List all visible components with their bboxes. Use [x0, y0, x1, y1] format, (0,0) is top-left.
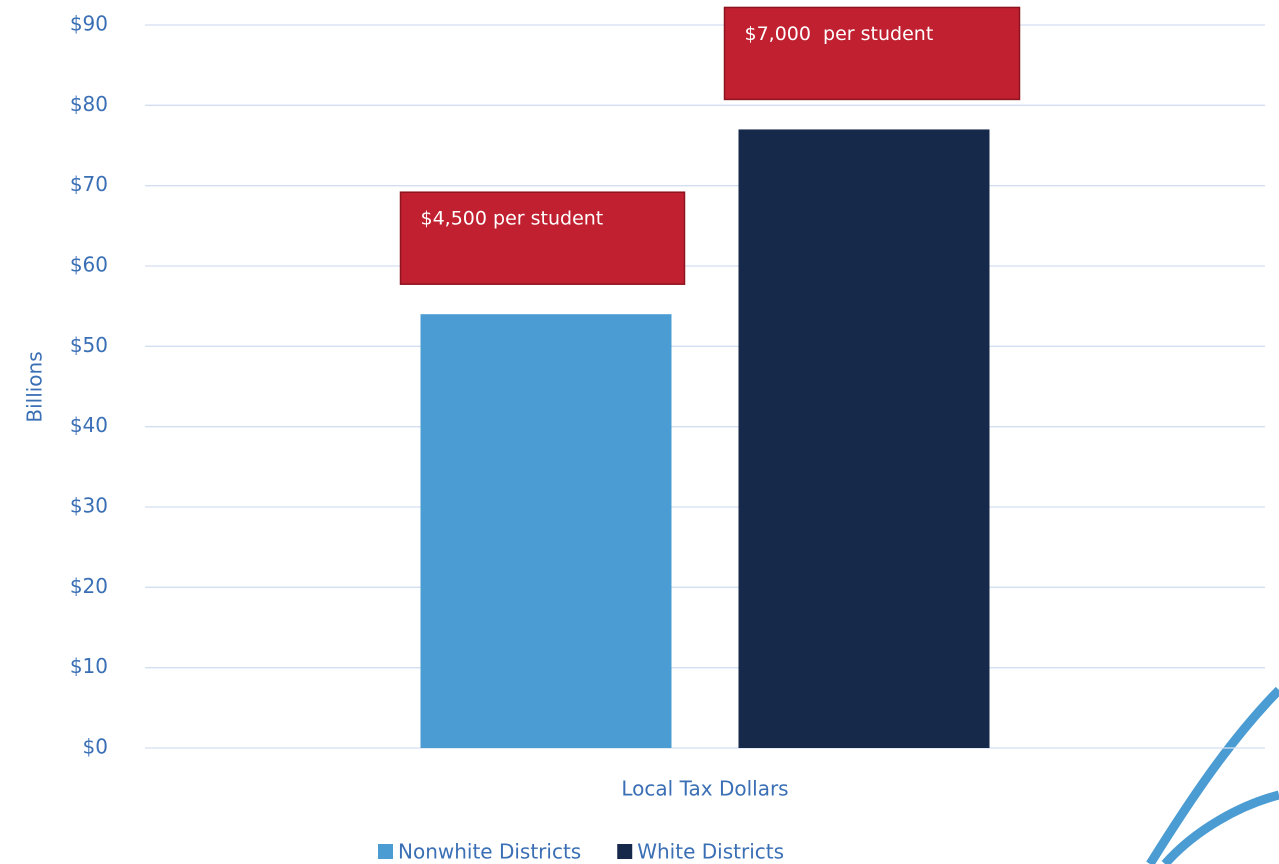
- legend-swatch: [617, 844, 633, 859]
- bar: [738, 129, 990, 748]
- y-tick-label: $60: [70, 253, 108, 277]
- y-axis-label: Billions: [23, 351, 47, 422]
- annotation-box: [399, 191, 686, 285]
- legend-swatch: [378, 844, 393, 859]
- bar: [420, 314, 672, 748]
- annotation: $4,500 per student: [421, 208, 604, 230]
- legend-label: Nonwhite Districts: [398, 840, 581, 864]
- y-tick-label: $50: [70, 333, 108, 357]
- x-tick-label: Local Tax Dollars: [621, 777, 788, 801]
- y-tick-label: $70: [70, 172, 108, 196]
- y-tick-label: $0: [83, 735, 108, 759]
- legend-label: White Districts: [637, 840, 784, 864]
- annotation: $7,000 per student: [745, 23, 934, 45]
- y-tick-label: $90: [70, 12, 108, 36]
- decoration: [1146, 686, 1279, 864]
- y-tick-label: $80: [70, 92, 108, 116]
- y-tick-label: $10: [70, 654, 108, 678]
- y-tick-label: $40: [70, 413, 108, 437]
- annotation-box: [723, 6, 1021, 101]
- decoration: [1161, 790, 1279, 864]
- y-tick-label: $30: [70, 494, 108, 518]
- y-tick-label: $20: [70, 574, 108, 598]
